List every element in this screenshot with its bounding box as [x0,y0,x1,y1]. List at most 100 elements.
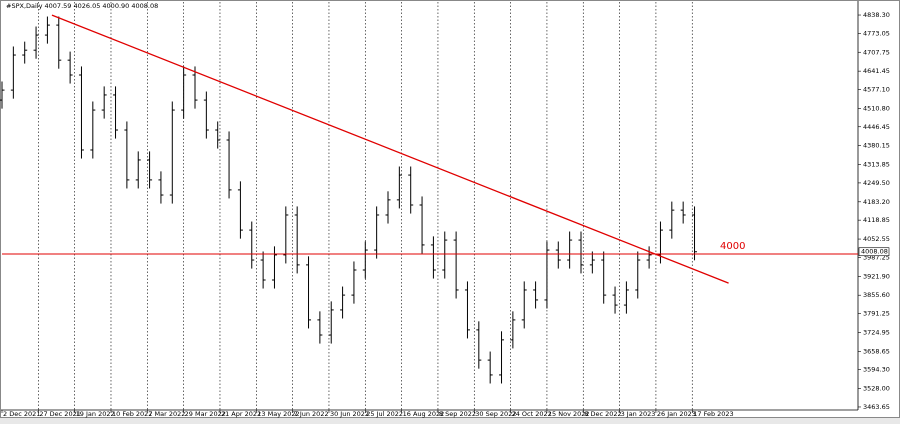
y-tick-label: 3463.65 [863,403,890,411]
ohlc-bar [385,191,391,224]
ohlc-bar [692,206,698,261]
ohlc-bar [0,81,5,109]
ohlc-bar [22,41,28,64]
y-tick-label: 4249.50 [863,179,890,187]
ohlc-bar [419,196,425,254]
y-tick-label: 4313.85 [863,161,890,169]
ohlc-bar [249,221,255,269]
x-tick-label: 17 Feb 2023 [693,410,733,418]
ohlc-bar [589,251,595,274]
ohlc-bar [521,281,527,329]
ohlc-bar [271,246,277,289]
x-tick-label: 8 Sep 2022 [439,410,476,418]
y-tick-label: 4052.55 [863,235,890,243]
y-tick-label: 4641.45 [863,67,890,75]
ohlc-bar [612,286,618,314]
ohlc-bar [169,101,175,204]
ohlc-bar [578,231,584,274]
ohlc-bar [101,86,107,119]
ohlc-bar [396,166,402,209]
ohlc-bar [374,206,380,259]
x-tick-label: 10 Feb 2022 [112,410,152,418]
trendline [51,14,729,284]
level-label: 4000 [720,241,745,252]
y-tick-label: 3724.95 [863,328,890,336]
y-tick-label: 4838.30 [863,11,890,19]
x-tick-label: 7 Mar 2022 [148,410,185,418]
ohlc-bar [464,281,470,339]
x-tick-label: 25 Jul 2022 [366,410,403,418]
ohlc-bar [237,181,243,239]
ohlc-bar [499,331,505,384]
y-tick-label: 3658.65 [863,347,890,355]
ohlc-bar [215,121,221,149]
ohlc-bar [510,311,516,349]
y-tick-label: 4118.85 [863,216,890,224]
y-tick-label: 4773.05 [863,30,890,38]
x-tick-label: 30 Jun 2022 [330,410,369,418]
y-tick-label: 4577.10 [863,86,890,94]
y-tick-label: 3791.25 [863,310,890,318]
ohlc-bar [487,351,493,384]
ohlc-bar [260,251,266,289]
x-tick-label: 16 Aug 2022 [403,410,445,418]
ohlc-bar [601,251,607,304]
ohlc-bar [226,131,232,199]
x-tick-label: 13 May 2022 [257,410,299,418]
y-tick-label: 4510.80 [863,104,890,112]
ohlc-bar [203,91,209,139]
x-tick-label: 26 Jan 2023 [657,410,696,418]
y-tick-label: 3594.30 [863,366,890,374]
x-tick-label: 2 Dec 2021 [3,410,40,418]
ohlc-bar [113,86,119,139]
ohlc-bar [56,16,62,69]
y-tick-label: 4183.20 [863,198,890,206]
last-price-label: 4008.08 [861,248,888,256]
ohlc-bar [430,236,436,279]
ohlc-bar [44,16,50,44]
y-tick-label: 3921.90 [863,272,890,280]
ohlc-bar [147,151,153,189]
y-tick-label: 3528.00 [863,385,890,393]
ohlc-bar [135,151,141,189]
x-tick-label: 21 Apr 2022 [221,410,261,418]
ohlc-bar [158,171,164,204]
ohlc-bar [67,51,73,84]
x-tick-label: 19 Jan 2022 [76,410,115,418]
ohlc-bar [544,241,550,309]
x-tick-label: 8 Dec 2022 [584,410,621,418]
ohlc-bar [635,251,641,299]
x-tick-label: 3 Jan 2023 [621,410,656,418]
ohlc-bar [181,66,187,119]
ohlc-bar [124,121,130,189]
ohlc-bar [78,66,84,159]
chart-header: #SPX,Daily 4007.59 4026.05 4000.90 4008.… [6,2,158,10]
bottom-strip [0,418,900,424]
ohlc-bar [317,311,323,344]
ohlc-bar [328,301,334,344]
ohlc-bar [567,231,573,269]
ohlc-bar [623,281,629,314]
ohlc-bar [294,206,300,274]
x-tick-label: 29 Mar 2022 [185,410,226,418]
ohlc-bar [680,201,686,224]
last-price-box [858,247,890,257]
ohlc-bar [476,321,482,369]
ohlc-bar [351,261,357,304]
ohlc-bar [362,241,368,279]
ohlc-bar [408,166,414,214]
ohlc-bar [533,281,539,309]
ohlc-bar [192,66,198,109]
ohlc-bar [646,246,652,269]
ohlc-bar [453,231,459,299]
y-tick-label: 4446.45 [863,123,890,131]
ohlc-bar [555,241,561,269]
ohlc-bar [90,101,96,159]
x-tick-label: 15 Nov 2022 [548,410,590,418]
y-tick-label: 3855.60 [863,291,890,299]
y-tick-label: 4380.15 [863,142,890,150]
ohlc-bar [10,46,16,99]
x-tick-label: 27 Dec 2021 [39,410,81,418]
